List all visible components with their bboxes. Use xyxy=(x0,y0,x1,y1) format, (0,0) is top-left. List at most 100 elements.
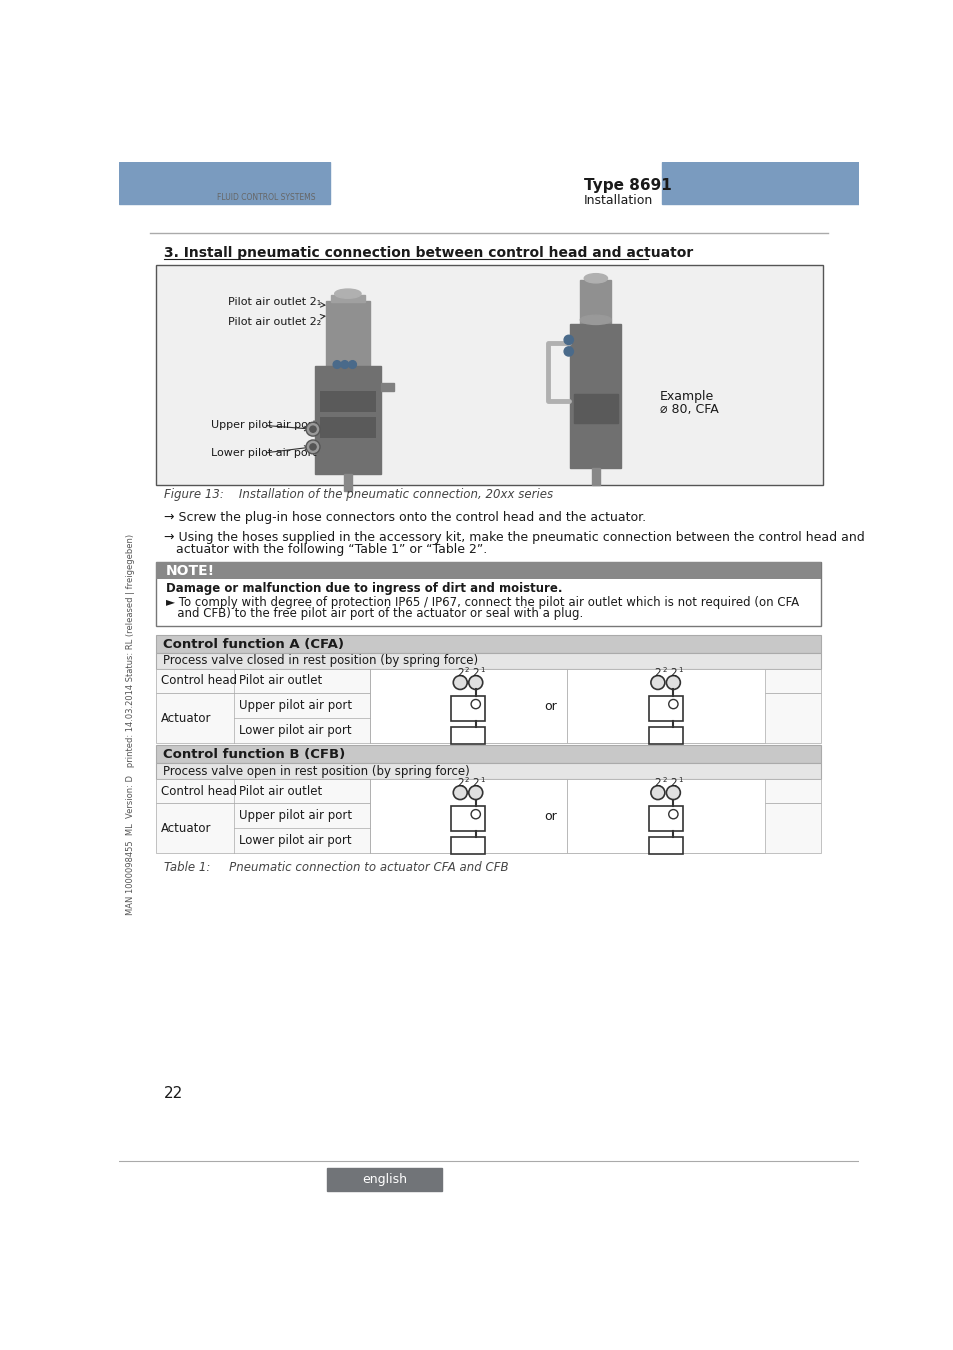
Circle shape xyxy=(340,360,348,369)
Circle shape xyxy=(666,675,679,690)
Text: 2: 2 xyxy=(654,668,660,678)
Text: 1: 1 xyxy=(480,778,484,783)
Text: Installation: Installation xyxy=(583,194,653,207)
Text: 2: 2 xyxy=(464,667,469,674)
Ellipse shape xyxy=(335,289,360,298)
Text: Lower pilot air port: Lower pilot air port xyxy=(238,834,351,848)
Text: Lower pilot air port: Lower pilot air port xyxy=(211,446,316,458)
Text: 1: 1 xyxy=(678,778,681,783)
Text: Control function B (CFB): Control function B (CFB) xyxy=(162,748,345,760)
Circle shape xyxy=(468,675,482,690)
Circle shape xyxy=(306,440,319,454)
Bar xyxy=(648,837,682,855)
Text: Pilot air outlet: Pilot air outlet xyxy=(238,784,321,798)
Bar xyxy=(648,728,682,744)
Circle shape xyxy=(668,810,678,819)
Text: actuator with the following “Table 1” or “Table 2”.: actuator with the following “Table 1” or… xyxy=(164,543,487,556)
Text: 2: 2 xyxy=(669,779,676,788)
Bar xyxy=(119,162,330,204)
Circle shape xyxy=(453,786,467,799)
Bar xyxy=(156,634,821,653)
Circle shape xyxy=(668,699,678,709)
Bar xyxy=(314,366,381,474)
Text: 3. Install pneumatic connection between control head and actuator: 3. Install pneumatic connection between … xyxy=(164,246,693,259)
Text: 2: 2 xyxy=(456,779,463,788)
Circle shape xyxy=(310,444,315,450)
Circle shape xyxy=(348,360,356,369)
Bar xyxy=(156,563,821,579)
Bar xyxy=(156,745,821,763)
Text: Upper pilot air port: Upper pilot air port xyxy=(238,699,352,713)
Text: Pilot air outlet 2₁: Pilot air outlet 2₁ xyxy=(228,297,325,308)
Circle shape xyxy=(471,699,480,709)
Circle shape xyxy=(310,427,315,432)
Circle shape xyxy=(563,335,573,344)
Bar xyxy=(156,265,822,485)
Text: Pilot air outlet 2₂: Pilot air outlet 2₂ xyxy=(228,315,325,327)
Bar xyxy=(451,837,484,855)
Text: Type 8691: Type 8691 xyxy=(583,178,671,193)
Circle shape xyxy=(666,786,679,799)
Text: Actuator: Actuator xyxy=(161,711,212,725)
Bar xyxy=(567,779,764,853)
Bar xyxy=(579,279,611,360)
Bar xyxy=(592,468,599,486)
Text: or: or xyxy=(543,699,556,713)
Bar xyxy=(369,668,567,744)
Circle shape xyxy=(453,675,467,690)
Circle shape xyxy=(468,786,482,799)
Bar xyxy=(369,779,567,853)
Text: Upper pilot air port: Upper pilot air port xyxy=(211,420,316,431)
Bar xyxy=(156,653,821,668)
Text: and CFB) to the free pilot air port of the actuator or seal with a plug.: and CFB) to the free pilot air port of t… xyxy=(166,608,582,621)
Text: Pilot air outlet: Pilot air outlet xyxy=(238,675,321,687)
Circle shape xyxy=(563,347,573,356)
Text: Example: Example xyxy=(659,390,714,404)
Bar xyxy=(574,394,617,423)
Text: Control head: Control head xyxy=(161,675,237,687)
Bar xyxy=(327,1168,441,1191)
Text: NOTE!: NOTE! xyxy=(166,564,214,578)
Text: Lower pilot air port: Lower pilot air port xyxy=(238,725,351,737)
Text: english: english xyxy=(361,1173,406,1185)
Text: burkert: burkert xyxy=(222,176,310,196)
Text: Figure 13:    Installation of the pneumatic connection, 20xx series: Figure 13: Installation of the pneumatic… xyxy=(164,489,553,501)
Bar xyxy=(326,301,369,366)
Bar xyxy=(570,324,620,468)
Text: 1: 1 xyxy=(480,667,484,674)
Bar xyxy=(156,668,821,694)
Bar xyxy=(451,697,484,721)
Text: Control function A (CFA): Control function A (CFA) xyxy=(162,637,343,651)
Bar xyxy=(331,296,365,302)
Ellipse shape xyxy=(579,316,611,324)
Text: 2: 2 xyxy=(669,668,676,678)
Text: → Using the hoses supplied in the accessory kit, make the pneumatic connection b: → Using the hoses supplied in the access… xyxy=(164,532,864,544)
Bar xyxy=(156,694,821,744)
Bar xyxy=(451,806,484,832)
Bar xyxy=(156,779,821,803)
Circle shape xyxy=(650,675,664,690)
Ellipse shape xyxy=(583,274,607,284)
Text: Control head: Control head xyxy=(161,784,237,798)
Text: Process valve closed in rest position (by spring force): Process valve closed in rest position (b… xyxy=(162,655,477,667)
Text: MAN 1000098455  ML  Version: D   printed: 14.03.2014 Status: RL (released | frei: MAN 1000098455 ML Version: D printed: 14… xyxy=(126,533,134,915)
Bar xyxy=(661,162,858,204)
Text: Actuator: Actuator xyxy=(161,822,212,834)
Bar xyxy=(648,697,682,721)
Text: FLUID CONTROL SYSTEMS: FLUID CONTROL SYSTEMS xyxy=(217,193,315,202)
Text: Process valve open in rest position (by spring force): Process valve open in rest position (by … xyxy=(162,764,469,778)
Bar xyxy=(344,474,352,491)
Text: 22: 22 xyxy=(164,1087,183,1102)
Bar xyxy=(156,763,821,779)
Text: 2: 2 xyxy=(661,667,666,674)
Text: Upper pilot air port: Upper pilot air port xyxy=(238,810,352,822)
Text: 2: 2 xyxy=(472,779,478,788)
Circle shape xyxy=(333,360,340,369)
Bar xyxy=(156,803,821,853)
Bar xyxy=(648,806,682,832)
Text: 2: 2 xyxy=(464,778,469,783)
Text: Table 1:     Pneumatic connection to actuator CFA and CFB: Table 1: Pneumatic connection to actuato… xyxy=(164,861,508,873)
Text: ⌀ 80, CFA: ⌀ 80, CFA xyxy=(659,404,719,416)
Circle shape xyxy=(471,810,480,819)
Text: 2: 2 xyxy=(456,668,463,678)
